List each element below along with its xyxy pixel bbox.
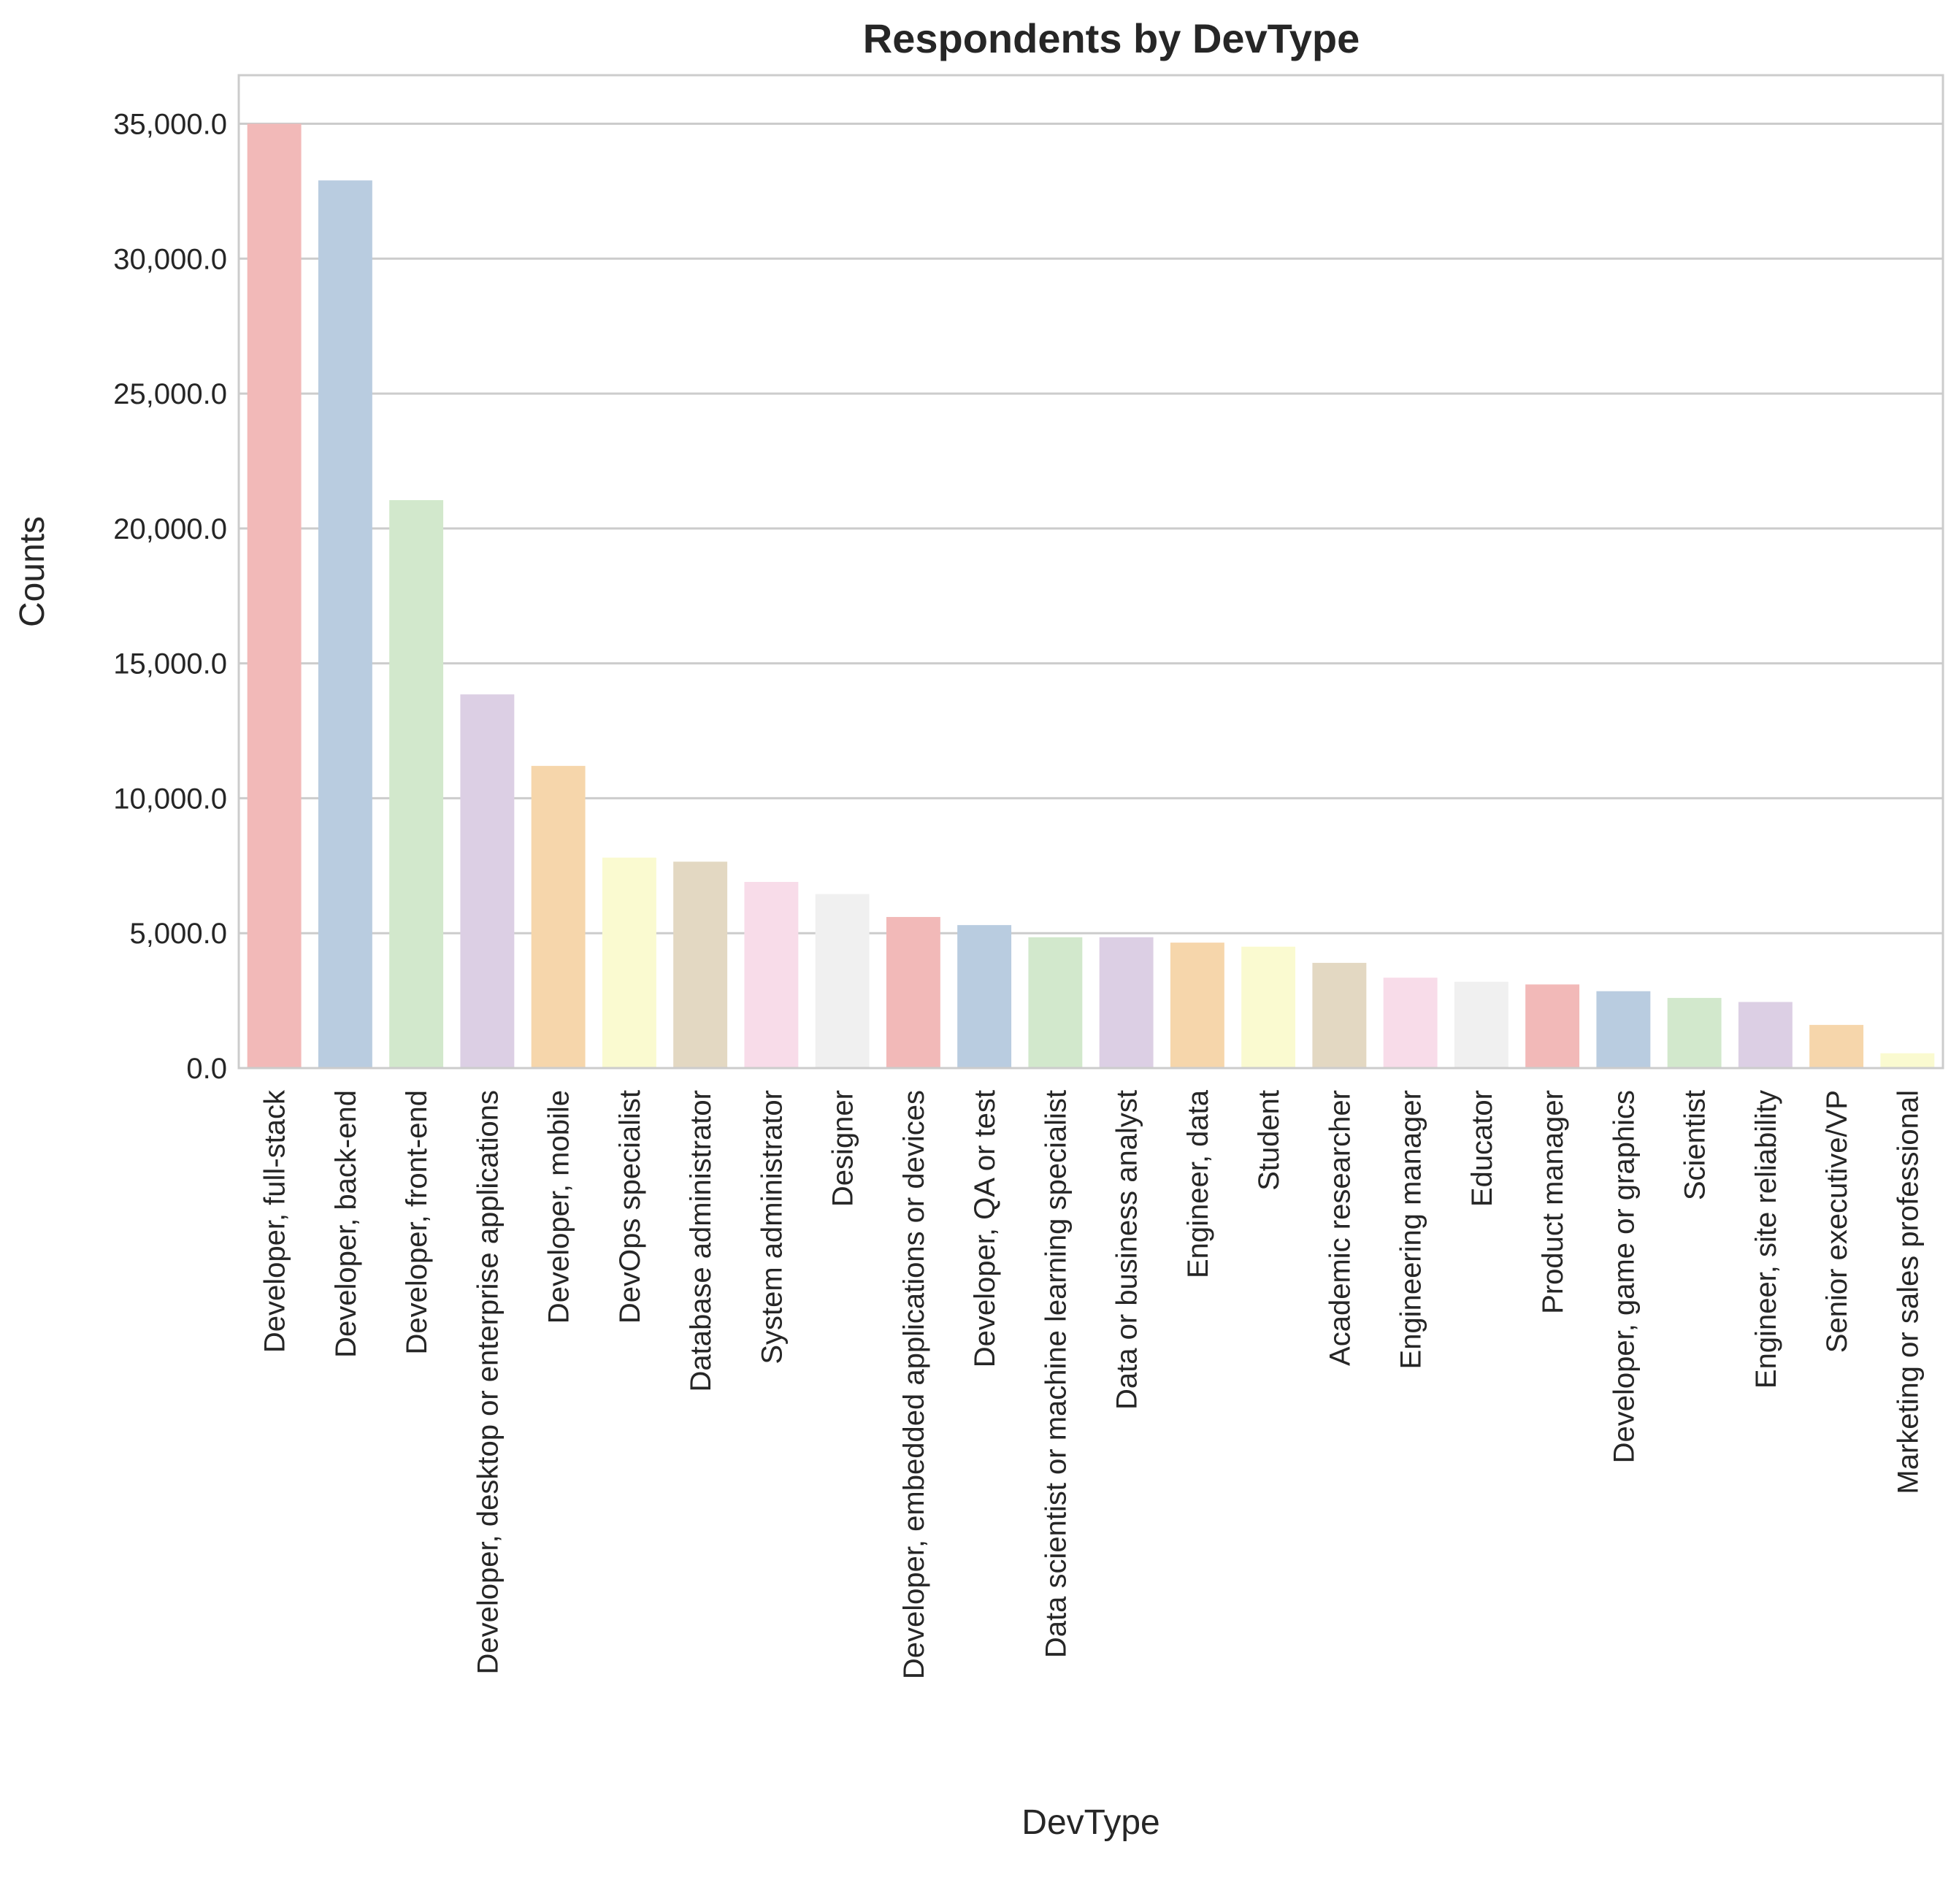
bar — [1170, 943, 1224, 1068]
bar — [247, 123, 302, 1069]
bar — [1667, 997, 1722, 1068]
plot-frame — [237, 74, 1944, 1070]
y-axis-ticks: 0.0 5,000.0 10,000.0 15,000.0 20,000.0 25,000… — [113, 109, 227, 1085]
x-tick-label: Educator — [1466, 1090, 1498, 1207]
bar — [318, 180, 372, 1069]
x-tick-label: Data or business analyst — [1111, 1090, 1143, 1410]
x-tick-label: DevOps specialist — [614, 1090, 646, 1324]
x-axis-label: DevType — [1021, 1803, 1159, 1842]
y-tick-label: 10,000.0 — [113, 783, 227, 815]
y-tick-label: 30,000.0 — [113, 243, 227, 275]
x-tick-label: Student — [1253, 1090, 1285, 1191]
x-tick-label: Developer, front-end — [401, 1090, 433, 1354]
x-tick-label: Developer, back-end — [330, 1090, 362, 1358]
x-tick-label: Designer — [827, 1090, 859, 1207]
bar — [460, 694, 515, 1068]
bar — [815, 894, 870, 1068]
y-tick-label: 20,000.0 — [113, 513, 227, 545]
x-tick-label: Product manager — [1537, 1090, 1569, 1314]
x-tick-label: Database administrator — [685, 1090, 717, 1392]
bar — [673, 861, 728, 1068]
x-tick-label: Scientist — [1679, 1090, 1711, 1200]
x-tick-label: System administrator — [756, 1090, 788, 1364]
x-tick-label: Developer, mobile — [543, 1090, 575, 1324]
bars — [247, 123, 1935, 1069]
x-tick-label: Developer, desktop or enterprise applica… — [472, 1090, 504, 1674]
x-tick-label: Developer, QA or test — [969, 1090, 1001, 1367]
y-tick-label: 0.0 — [186, 1053, 227, 1085]
bar — [1312, 962, 1367, 1068]
bar — [602, 857, 656, 1068]
y-tick-label: 25,000.0 — [113, 378, 227, 410]
x-tick-label: Academic researcher — [1324, 1090, 1356, 1366]
y-tick-label: 5,000.0 — [130, 918, 227, 950]
chart-title: Respondents by DevType — [863, 15, 1360, 61]
bar — [1383, 978, 1438, 1068]
x-tick-label: Engineer, data — [1182, 1089, 1214, 1278]
x-tick-label: Data scientist or machine learning speci… — [1040, 1090, 1072, 1658]
bar — [1738, 1002, 1793, 1068]
bar — [1809, 1024, 1864, 1068]
bar — [1099, 937, 1154, 1068]
bar — [886, 917, 940, 1068]
bar — [1454, 981, 1508, 1068]
x-tick-label: Developer, full-stack — [259, 1089, 291, 1353]
gridlines — [239, 123, 1943, 1070]
bar — [531, 766, 586, 1068]
y-axis-label: Counts — [13, 516, 52, 627]
y-tick-label: 35,000.0 — [113, 109, 227, 141]
bar — [389, 500, 444, 1068]
x-tick-label: Senior executive/VP — [1821, 1090, 1853, 1353]
y-tick-label: 15,000.0 — [113, 648, 227, 680]
bar — [957, 925, 1012, 1068]
x-tick-label: Developer, embedded applications or devi… — [898, 1090, 930, 1679]
bar — [1525, 984, 1580, 1068]
bar — [1241, 946, 1296, 1068]
x-axis-ticks: Developer, full-stack Developer, back-end… — [259, 1089, 1925, 1679]
bar — [1880, 1053, 1935, 1068]
x-tick-label: Developer, game or graphics — [1608, 1090, 1640, 1463]
x-tick-label: Engineering manager — [1395, 1090, 1427, 1369]
bar — [1028, 937, 1083, 1068]
bar — [1596, 991, 1651, 1068]
x-tick-label: Engineer, site reliability — [1750, 1090, 1782, 1389]
bar — [744, 882, 799, 1068]
x-tick-label: Marketing or sales professional — [1892, 1090, 1924, 1494]
